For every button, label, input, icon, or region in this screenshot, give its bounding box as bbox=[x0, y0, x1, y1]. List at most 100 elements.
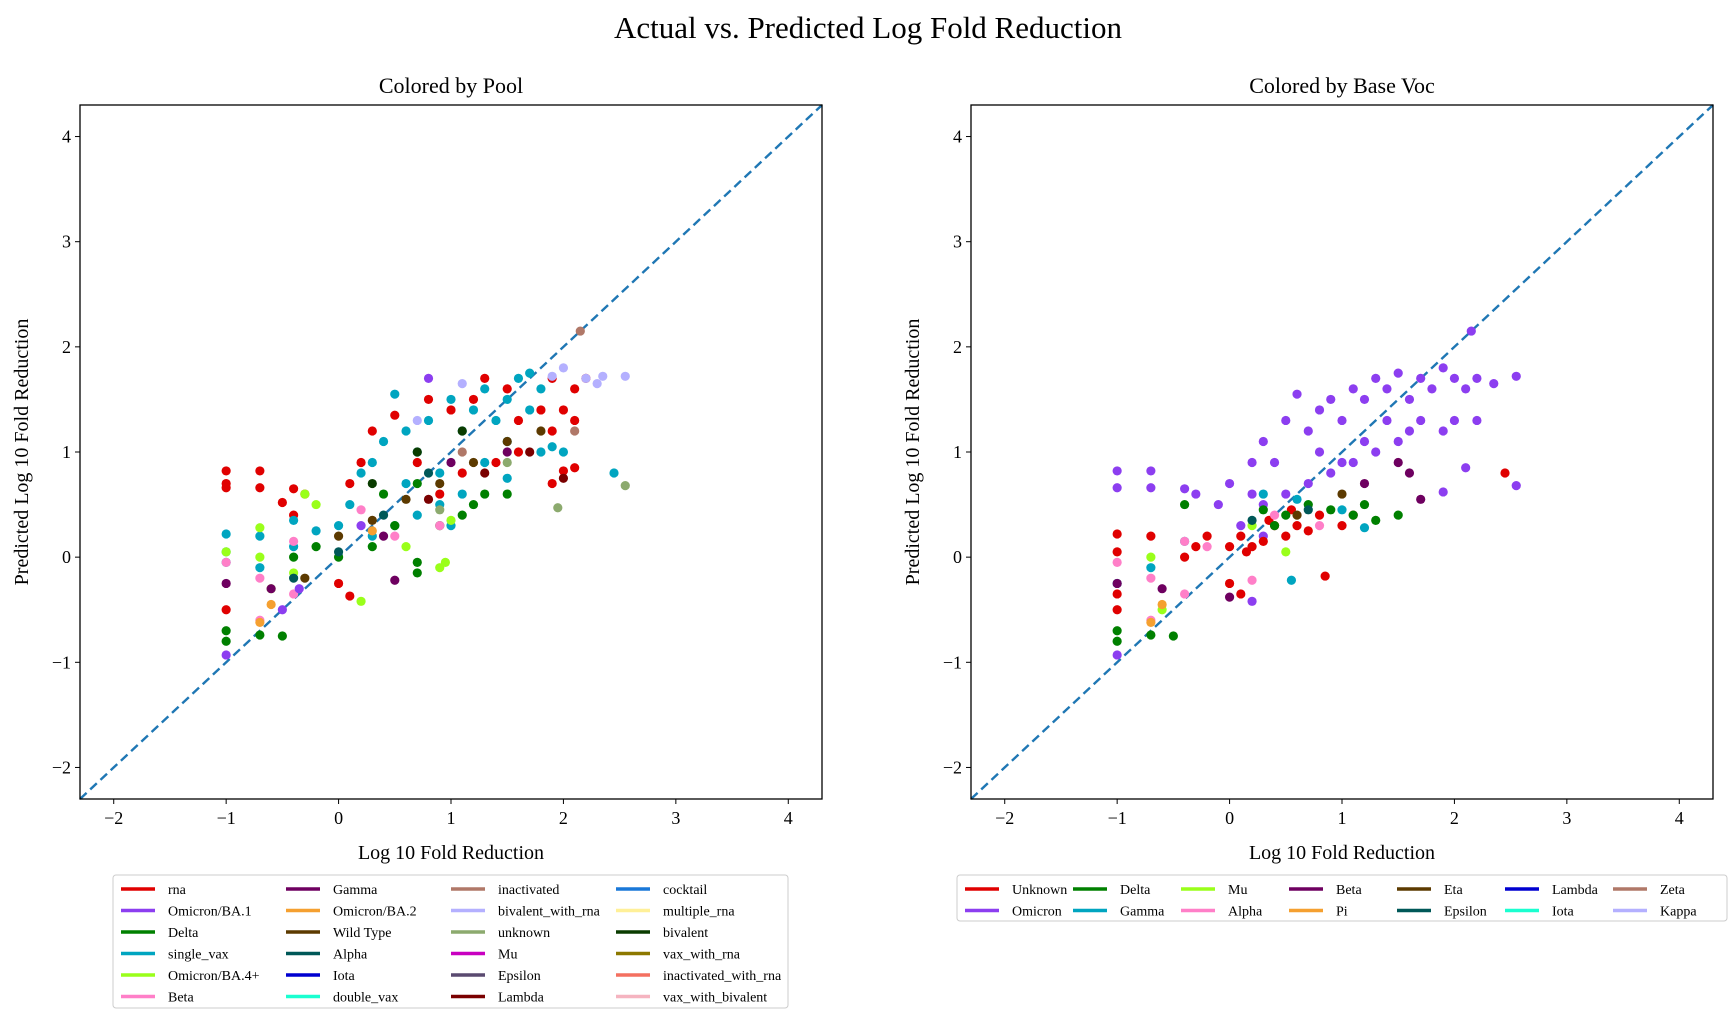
data-point bbox=[378, 489, 389, 499]
legend-label: Omicron/BA.4+ bbox=[168, 969, 260, 984]
data-point bbox=[1112, 547, 1122, 557]
data-point bbox=[1461, 463, 1471, 473]
series-alpha bbox=[1112, 510, 1325, 625]
y-tick-label: 2 bbox=[953, 337, 962, 357]
data-point bbox=[457, 510, 467, 520]
data-point bbox=[423, 373, 434, 383]
data-point bbox=[592, 379, 602, 389]
series-delta bbox=[1112, 499, 1403, 646]
data-point bbox=[367, 526, 377, 536]
data-point bbox=[1303, 426, 1313, 436]
data-point bbox=[1112, 636, 1122, 646]
data-point bbox=[390, 531, 400, 541]
series-unknown bbox=[435, 457, 630, 515]
legend-entry: Beta bbox=[121, 991, 194, 1006]
legend-label: Beta bbox=[1336, 883, 1362, 898]
legend-entry: Kappa bbox=[1613, 905, 1697, 920]
chart-base-voc: Colored by Base Voc −2 −1 0 1 2 3 4 −2−101234 … bbox=[902, 73, 1728, 922]
data-point bbox=[1236, 589, 1246, 599]
data-point bbox=[1326, 394, 1336, 405]
legend-label: inactivated_with_rna bbox=[663, 969, 782, 984]
legend-label: Eta bbox=[1444, 883, 1463, 898]
data-point bbox=[1112, 578, 1122, 589]
legend-label: single_vax bbox=[168, 948, 229, 963]
legend-entry: Alpha bbox=[1181, 905, 1263, 920]
data-point bbox=[1112, 466, 1122, 476]
chart-title: Colored by Pool bbox=[379, 73, 523, 98]
data-point bbox=[502, 394, 512, 405]
data-point bbox=[558, 473, 569, 483]
legend-entry: Unknown bbox=[965, 883, 1067, 898]
data-point bbox=[1472, 373, 1482, 383]
data-point bbox=[289, 573, 299, 583]
x-tick-label: 1 bbox=[1338, 808, 1347, 828]
data-point bbox=[1404, 426, 1415, 436]
data-point bbox=[525, 368, 535, 378]
data-point bbox=[457, 426, 467, 436]
data-point bbox=[356, 457, 366, 468]
data-point bbox=[221, 547, 231, 557]
data-point bbox=[435, 468, 445, 478]
legend-entry: Gamma bbox=[286, 883, 378, 898]
data-point bbox=[1236, 521, 1246, 531]
data-point bbox=[1180, 536, 1190, 546]
series-eta bbox=[1292, 489, 1347, 520]
data-point bbox=[480, 384, 490, 394]
series-pi bbox=[1146, 599, 1167, 627]
y-tick-label: 3 bbox=[953, 232, 962, 252]
x-tick-label: 2 bbox=[559, 808, 568, 828]
data-point bbox=[367, 542, 377, 552]
data-point bbox=[1314, 447, 1325, 457]
data-point bbox=[558, 447, 569, 457]
data-point bbox=[423, 415, 434, 426]
data-point bbox=[1146, 563, 1156, 573]
data-point bbox=[1224, 592, 1235, 602]
data-point bbox=[1489, 379, 1499, 389]
reference-line bbox=[79, 104, 823, 800]
data-point bbox=[1112, 605, 1122, 615]
legend-entry: multiple_rna bbox=[616, 905, 735, 920]
legend-entry: bivalent bbox=[616, 926, 708, 941]
data-point bbox=[1157, 599, 1167, 610]
y-tick-label: −2 bbox=[52, 757, 71, 777]
data-point bbox=[1382, 415, 1392, 426]
data-point bbox=[1247, 457, 1257, 468]
data-point bbox=[333, 531, 344, 541]
data-point bbox=[1269, 457, 1280, 468]
x-tick-label: 0 bbox=[334, 808, 343, 828]
data-point bbox=[502, 447, 512, 457]
data-point bbox=[446, 515, 456, 525]
data-point bbox=[1303, 526, 1313, 536]
data-point bbox=[1337, 505, 1347, 515]
x-tick-label: −2 bbox=[104, 808, 123, 828]
x-tick-label: 4 bbox=[784, 808, 793, 828]
legend-label: Omicron/BA.1 bbox=[168, 905, 252, 920]
legend: Unknown Omicron Delta Gamma Mu Alpha Beta Pi Eta… bbox=[956, 874, 1728, 922]
legend-label: Pi bbox=[1336, 905, 1348, 920]
data-point bbox=[536, 384, 546, 394]
data-point bbox=[1202, 531, 1212, 541]
legend-label: Mu bbox=[1228, 883, 1247, 898]
data-point bbox=[1258, 436, 1268, 447]
data-point bbox=[1112, 529, 1122, 539]
data-point bbox=[378, 531, 389, 541]
legend-label: Gamma bbox=[333, 883, 378, 898]
data-point bbox=[525, 447, 535, 457]
data-point bbox=[575, 326, 585, 336]
legend-entry: vax_with_rna bbox=[616, 948, 741, 963]
identity-line bbox=[970, 104, 1714, 800]
data-point bbox=[333, 521, 344, 531]
data-point bbox=[513, 373, 524, 383]
x-axis-label: Log 10 Fold Reduction bbox=[358, 842, 544, 864]
legend-entry: Omicron/BA.2 bbox=[286, 905, 417, 920]
data-point bbox=[1258, 536, 1268, 546]
data-point bbox=[1314, 521, 1325, 531]
legend-label: Kappa bbox=[1660, 905, 1697, 920]
data-point bbox=[547, 478, 557, 489]
x-tick-label: 4 bbox=[1675, 808, 1684, 828]
legend-entry: Iota bbox=[1505, 905, 1575, 920]
series-omicron-ba-1 bbox=[221, 373, 434, 660]
data-point bbox=[1303, 505, 1313, 515]
data-point bbox=[412, 478, 422, 489]
data-point bbox=[457, 379, 467, 389]
